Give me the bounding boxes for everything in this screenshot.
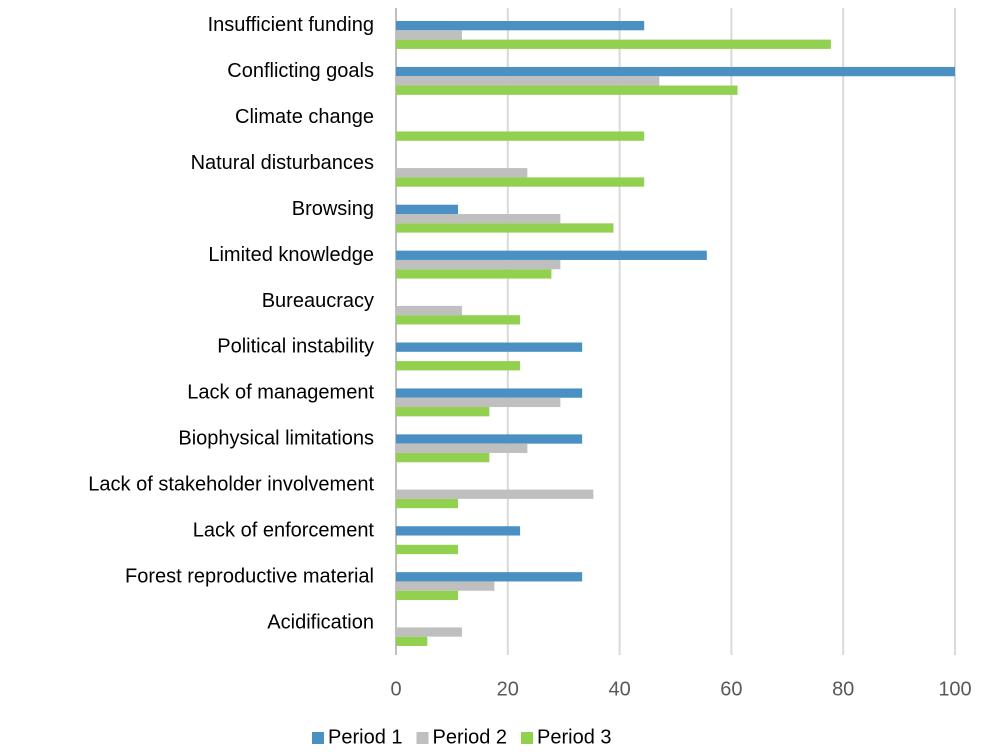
- legend-label: Period 2: [433, 726, 508, 748]
- bar: [396, 572, 583, 582]
- bar: [396, 131, 645, 141]
- x-tick-label: 0: [390, 678, 401, 700]
- legend-label: Period 1: [328, 726, 403, 748]
- bar: [396, 443, 528, 453]
- y-tick-label: Conflicting goals: [227, 60, 374, 82]
- bar: [396, 498, 459, 509]
- bar: [396, 259, 561, 270]
- bar: [396, 30, 462, 40]
- bar: [396, 361, 521, 371]
- y-tick-label: Lack of stakeholder involvement: [88, 474, 374, 496]
- y-tick-label: Browsing: [292, 198, 374, 220]
- bar: [396, 397, 561, 408]
- y-tick-label: Insufficient funding: [208, 14, 374, 36]
- bar: [396, 627, 462, 637]
- bar: [396, 66, 955, 77]
- bar: [396, 544, 459, 555]
- bar: [396, 315, 521, 325]
- bar: [396, 407, 490, 417]
- y-tick-label: Acidification: [267, 611, 374, 633]
- bar: [396, 581, 495, 591]
- bar: [396, 269, 552, 279]
- y-tick-label: Lack of management: [187, 382, 374, 404]
- bar: [396, 177, 645, 187]
- bar: [396, 526, 521, 536]
- bar: [396, 305, 462, 316]
- bar: [396, 21, 645, 31]
- bar: [396, 76, 660, 86]
- y-tick-label: Lack of enforcement: [193, 519, 375, 541]
- bar: [396, 434, 583, 444]
- legend-label: Period 3: [537, 726, 612, 748]
- bar: [396, 388, 583, 398]
- bar: [396, 39, 831, 49]
- bar: [396, 223, 614, 233]
- x-tick-label: 100: [938, 678, 971, 700]
- bar: [396, 204, 459, 215]
- x-tick-label: 60: [720, 678, 742, 700]
- bar: [396, 85, 738, 95]
- x-tick-label: 20: [497, 678, 519, 700]
- y-tick-label: Climate change: [235, 106, 374, 128]
- bar: [396, 250, 707, 260]
- y-tick-label: Political instability: [217, 336, 374, 358]
- bar: [396, 590, 459, 601]
- legend-swatch: [521, 732, 533, 744]
- y-tick-label: Biophysical limitations: [178, 428, 374, 450]
- y-tick-label: Natural disturbances: [191, 152, 374, 174]
- legend-swatch: [416, 732, 429, 744]
- y-tick-label: Bureaucracy: [262, 290, 374, 312]
- bar: [396, 168, 528, 178]
- y-tick-label: Limited knowledge: [208, 244, 374, 266]
- x-tick-label: 40: [608, 678, 630, 700]
- bar: [396, 214, 561, 224]
- y-tick-label: Forest reproductive material: [125, 565, 374, 587]
- bar: [396, 636, 428, 646]
- bar: [396, 452, 490, 463]
- bar: [396, 489, 594, 499]
- legend-swatch: [312, 732, 324, 744]
- bar: [396, 342, 583, 352]
- x-tick-label: 80: [832, 678, 854, 700]
